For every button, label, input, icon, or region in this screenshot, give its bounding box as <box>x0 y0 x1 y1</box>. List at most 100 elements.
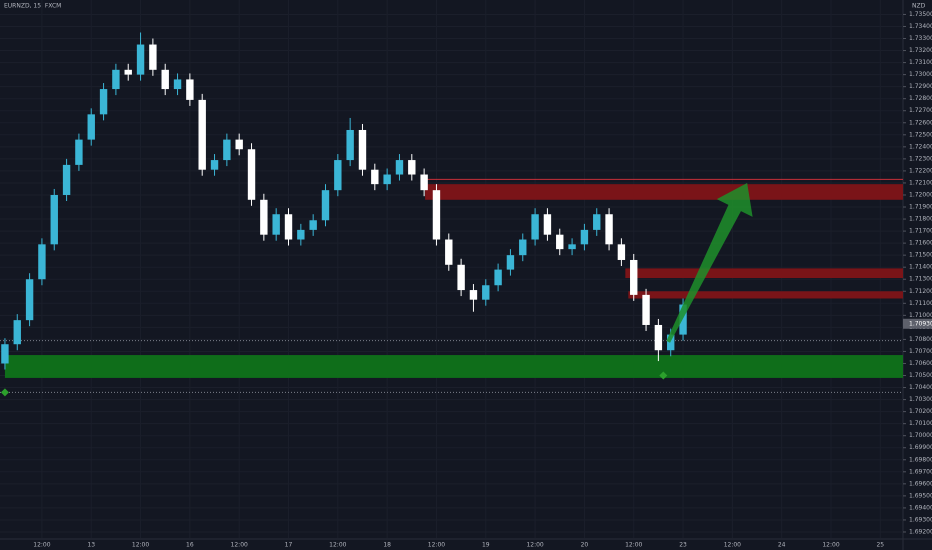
y-tick-label: 1.71700 <box>909 228 932 235</box>
candle-body <box>630 259 638 295</box>
candle-body <box>210 160 219 170</box>
y-tick-label: 1.73000 <box>909 71 932 78</box>
candle-body <box>568 244 576 250</box>
y-tick-label: 1.70600 <box>909 360 932 367</box>
y-tick-label: 1.72700 <box>909 107 932 114</box>
y-tick-label: 1.72100 <box>909 179 932 186</box>
candle-body <box>235 139 243 150</box>
y-tick-label: 1.69500 <box>909 492 932 499</box>
y-tick-label: 1.73100 <box>909 59 932 66</box>
y-tick-label: 1.72500 <box>909 131 932 138</box>
x-tick-label: 12:00 <box>526 542 543 549</box>
y-tick-label: 1.72000 <box>909 191 932 198</box>
candle-body <box>272 214 280 235</box>
candle-body <box>371 169 379 185</box>
y-tick-label: 1.70000 <box>909 432 932 439</box>
candle-body <box>420 174 428 191</box>
candle-body <box>25 279 34 321</box>
candle-body <box>87 114 95 140</box>
y-tick-label: 1.70500 <box>909 372 932 379</box>
candle-body <box>223 139 231 161</box>
candle-body <box>13 320 21 345</box>
candle-body <box>654 324 663 351</box>
candle-body <box>50 194 58 245</box>
candle-body <box>112 69 120 90</box>
candle-body <box>186 79 194 100</box>
candle-body <box>149 44 157 70</box>
x-tick-label: 12:00 <box>329 542 346 549</box>
x-tick-label: 17 <box>285 542 293 549</box>
last-price-label: 1.70930 <box>909 320 932 327</box>
y-tick-label: 1.73500 <box>909 11 932 18</box>
candle-body <box>136 44 145 75</box>
y-tick-label: 1.69400 <box>909 504 932 511</box>
candle-body <box>383 174 391 185</box>
y-tick-label: 1.69600 <box>909 480 932 487</box>
candle-body <box>309 220 317 230</box>
y-tick-label: 1.70100 <box>909 420 932 427</box>
candle-body <box>605 214 613 245</box>
candle-body <box>519 239 527 256</box>
candle-body <box>543 214 552 235</box>
x-tick-label: 12:00 <box>33 542 50 549</box>
candle-body <box>38 244 46 280</box>
candle-body <box>667 334 675 351</box>
candle-body <box>1 344 9 364</box>
candle-body <box>395 160 404 175</box>
last-price-box <box>903 318 932 329</box>
candle-body <box>358 129 367 170</box>
candle-body <box>469 290 478 300</box>
x-tick-label: 23 <box>679 542 687 549</box>
y-tick-label: 1.70800 <box>909 336 932 343</box>
y-tick-label: 1.71500 <box>909 252 932 259</box>
y-tick-label: 1.70300 <box>909 396 932 403</box>
y-tick-label: 1.73200 <box>909 47 932 54</box>
candle-body <box>506 255 515 270</box>
x-tick-label: 12:00 <box>428 542 445 549</box>
y-tick-label: 1.73300 <box>909 35 932 42</box>
candle-body <box>679 304 687 335</box>
y-tick-label: 1.70400 <box>909 384 932 391</box>
candle-body <box>62 164 71 195</box>
candle-body <box>173 79 182 90</box>
marker <box>659 371 668 380</box>
marker <box>0 388 9 397</box>
y-tick-label: 1.69900 <box>909 444 932 451</box>
y-tick-label: 1.73400 <box>909 23 932 30</box>
candle-body <box>297 229 305 240</box>
y-tick-label: 1.71400 <box>909 264 932 271</box>
y-tick-label: 1.69700 <box>909 468 932 475</box>
y-tick-label: 1.72300 <box>909 155 932 162</box>
zone <box>425 184 903 200</box>
y-tick-label: 1.72400 <box>909 143 932 150</box>
y-tick-label: 1.71100 <box>909 300 932 307</box>
chart-title: EURNZD, 15, FXCM <box>4 3 61 10</box>
candle-body <box>457 264 465 291</box>
y-tick-label: 1.72900 <box>909 83 932 90</box>
y-tick-label: 1.71600 <box>909 240 932 247</box>
x-tick-label: 12:00 <box>625 542 642 549</box>
candle-body <box>321 190 330 221</box>
candle-body <box>161 69 169 90</box>
candle-body <box>334 160 342 191</box>
candle-body <box>260 199 268 235</box>
candle-body <box>580 229 589 245</box>
y-tick-label: 1.69300 <box>909 516 932 523</box>
y-tick-label: 1.71800 <box>909 216 932 223</box>
x-tick-label: 12:00 <box>231 542 248 549</box>
candle-body <box>75 139 83 165</box>
y-tick-label: 1.71300 <box>909 276 932 283</box>
candle-body <box>593 214 601 230</box>
y-tick-label: 1.69200 <box>909 528 932 535</box>
candle-body <box>531 214 539 240</box>
currency: NZD <box>912 3 926 10</box>
x-tick-label: 19 <box>482 542 490 549</box>
candle-body <box>284 214 293 240</box>
y-tick-label: 1.71200 <box>909 288 932 295</box>
candle-body <box>99 89 108 115</box>
candle-body <box>482 285 490 300</box>
candle-body <box>198 99 206 170</box>
y-tick-label: 1.72800 <box>909 95 932 102</box>
x-tick-label: 13 <box>87 542 95 549</box>
